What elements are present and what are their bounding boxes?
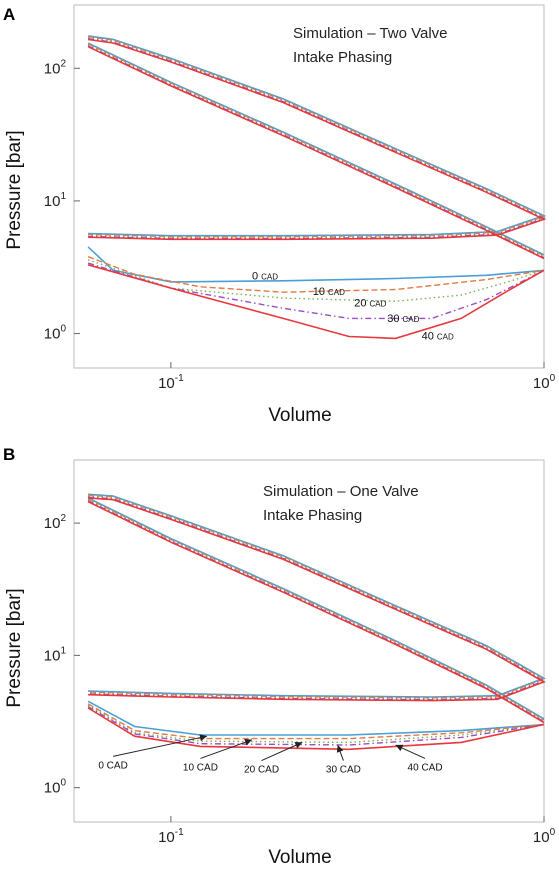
- panel-b-y-tick-label: 102: [44, 513, 67, 532]
- panel-b-arrowhead-40-cad: [395, 744, 404, 752]
- panel-a-x-axis-title: Volume: [268, 405, 331, 426]
- panel-b-compression-line: [87, 499, 545, 722]
- panel-a-high-pressure-loop: [88, 38, 546, 240]
- panel-a-label-20-cad: 20 CAD: [354, 297, 386, 309]
- panel-a-label-30-cad: 30 CAD: [387, 313, 419, 325]
- panel-b-lines: [87, 493, 546, 751]
- panel-b-label-20-cad: 20 CAD: [244, 765, 279, 776]
- panel-a-series-40-cad: [87, 264, 545, 340]
- panel-b-x-tick-label: 100: [533, 827, 556, 846]
- panel-a-y-tick-label: 102: [44, 58, 67, 77]
- panel-a-title-line-1: Simulation – Two Valve: [293, 25, 448, 42]
- panel-b-arrow-0-cad: [112, 735, 208, 757]
- panel-a-high-pressure-loop: [87, 35, 547, 237]
- panel-b-title-line-2: Intake Phasing: [263, 507, 362, 524]
- panel-b-y-tick-label: 100: [44, 778, 67, 797]
- panel-a-letter: A: [3, 5, 15, 24]
- panel-b-x-axis-title: Volume: [268, 847, 331, 868]
- panel-b-compression-line: [87, 498, 545, 721]
- panel-a-high-pressure-loop: [88, 37, 546, 239]
- panel-a-label-0-cad: 0 CAD: [252, 271, 278, 283]
- panel-a-label-10-cad: 10 CAD: [313, 286, 345, 298]
- panel-a-x-tick-label: 100: [533, 373, 556, 392]
- panel-a-lines: [87, 35, 547, 340]
- panel-b-high-pressure-loop: [88, 497, 546, 702]
- panel-b-annotations: 0 CAD 10 CAD 20 CAD 30 CAD 40 CAD: [98, 734, 443, 776]
- panel-b-compression-line: [87, 500, 545, 724]
- panel-b-high-pressure-loop: [88, 493, 546, 698]
- panel-a-title-line-2: Intake Phasing: [293, 49, 392, 66]
- panel-b-compression-line: [87, 497, 545, 720]
- panel-a-y-tick-label: 100: [44, 324, 67, 343]
- panel-a-series-10-cad: [87, 256, 545, 293]
- panel-b-label-30-cad: 30 CAD: [326, 765, 361, 776]
- panel-a-plot-frame: [73, 4, 545, 369]
- panel-b-arrowhead-0-cad: [199, 734, 208, 742]
- panel-b-ticks: 10-1 100 100 101 102: [44, 513, 556, 846]
- panel-b-x-tick-label: 10-1: [158, 827, 184, 846]
- panel-b-arrowhead-10-cad: [244, 738, 253, 746]
- panel-b-arrowhead-30-cad: [336, 745, 344, 753]
- panel-b: B 10-1 100 100 101 102 0 CAD 10 CAD 20 CAD 30 C…: [3, 445, 556, 868]
- panel-b-y-tick-label: 101: [44, 645, 67, 664]
- panel-a-x-tick-label: 10-1: [158, 373, 184, 392]
- panel-a-high-pressure-loop: [87, 38, 547, 241]
- panel-b-y-axis-title: Pressure [bar]: [4, 588, 25, 707]
- panel-b-label-10-cad: 10 CAD: [183, 762, 218, 773]
- panel-b-label-0-cad: 0 CAD: [98, 760, 127, 771]
- panel-b-high-pressure-loop: [88, 494, 546, 699]
- panel-b-letter: B: [3, 445, 15, 464]
- panel-b-series-10-cad: [87, 703, 545, 740]
- panel-a-label-40-cad: 40 CAD: [422, 331, 454, 343]
- panel-a-ticks: 10-1 100 100 101 102: [44, 58, 556, 392]
- panel-b-series-0-cad: [87, 700, 545, 736]
- panel-a-y-axis-title: Pressure [bar]: [4, 130, 25, 249]
- panel-a-compression-line: [87, 43, 545, 257]
- panel-b-label-40-cad: 40 CAD: [408, 762, 443, 773]
- panel-b-series-30-cad: [87, 705, 545, 746]
- panel-b-title-line-1: Simulation – One Valve: [263, 483, 419, 500]
- panel-b-arrowhead-20-cad: [294, 742, 303, 749]
- panel-b-arrow-20-cad: [261, 741, 303, 762]
- panel-a-series-0-cad: [87, 246, 545, 283]
- panel-b-arrow-10-cad: [200, 739, 253, 759]
- panel-b-series-40-cad: [87, 707, 545, 751]
- panel-a-y-tick-label: 101: [44, 191, 67, 210]
- panel-b-series-20-cad: [87, 704, 545, 744]
- panel-a-high-pressure-loop: [88, 36, 546, 238]
